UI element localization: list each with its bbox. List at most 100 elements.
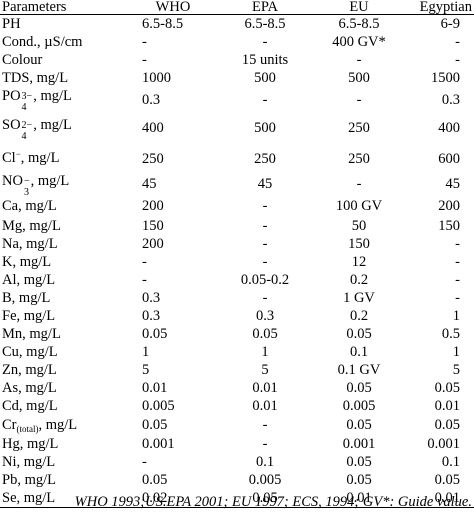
formula-subscript: 4 bbox=[21, 102, 27, 113]
formula-base: Cr bbox=[2, 416, 17, 433]
eu-value: 150 bbox=[348, 236, 370, 252]
egyptian-value: 0.05 bbox=[434, 417, 460, 433]
parameter-label: PH bbox=[2, 15, 21, 32]
table-row: Hg, mg/L 0.001 - 0.001 0.001 bbox=[0, 436, 474, 454]
epa-value: 1 bbox=[261, 344, 269, 360]
parameter-label: Se, mg/L bbox=[2, 489, 56, 506]
parameter-cell: PH bbox=[0, 15, 128, 34]
table-row: B, mg/L 0.3 - 1 GV - bbox=[0, 290, 474, 308]
formula-base: NO bbox=[2, 172, 23, 189]
formula-base: SO bbox=[2, 116, 21, 133]
who-value: - bbox=[142, 52, 147, 68]
parameter-label: Hg, mg/L bbox=[2, 436, 59, 452]
header-who: WHO bbox=[128, 0, 218, 15]
table-row: TDS, mg/L 1000 500 500 1500 bbox=[0, 70, 474, 88]
formula-charge: − bbox=[15, 149, 21, 159]
table-row: Ni, mg/L - 0.1 0.05 0.1 bbox=[0, 454, 474, 472]
who-value: 0.01 bbox=[142, 380, 168, 396]
parameter-label: Na, mg/L bbox=[2, 236, 58, 252]
who-value: 0.3 bbox=[142, 308, 161, 324]
eu-value: 0.05 bbox=[346, 380, 372, 396]
egyptian-value: 600 bbox=[438, 150, 460, 167]
formula-subscript: 4 bbox=[21, 130, 27, 142]
who-value: - bbox=[142, 34, 147, 50]
eu-value: 6.5-8.5 bbox=[338, 15, 380, 32]
parameter-label: Colour bbox=[2, 52, 43, 68]
parameter-cell: Cr (total), mg/L bbox=[0, 416, 128, 436]
table-row: Zn, mg/L 5 5 0.1 GV 5 bbox=[0, 362, 474, 380]
table-row: Se, mg/L 0.02 0.05 0.01 0.01 bbox=[0, 489, 474, 508]
egyptian-value: 6-9 bbox=[440, 15, 460, 32]
formula-base: Cl bbox=[2, 150, 16, 166]
parameter-cell: Al, mg/L bbox=[0, 272, 128, 290]
parameter-label: Cu, mg/L bbox=[2, 344, 58, 360]
eu-value: 100 GV bbox=[335, 198, 383, 214]
formula-unit: , mg/L bbox=[33, 88, 72, 104]
egyptian-value: 0.05 bbox=[434, 472, 460, 488]
who-value: 0.005 bbox=[142, 398, 175, 414]
parameter-label: Ni, mg/L bbox=[2, 454, 56, 470]
table-body: PH 6.5-8.5 6.5-8.5 6.5-8.5 6-9 Cond., µS/cm - -… bbox=[0, 15, 474, 508]
egyptian-value: 1500 bbox=[431, 70, 460, 86]
eu-value: - bbox=[356, 176, 362, 192]
egyptian-value: 45 bbox=[445, 176, 461, 192]
egyptian-value: - bbox=[455, 272, 460, 288]
epa-value: 0.05-0.2 bbox=[240, 272, 290, 288]
eu-value: 0.005 bbox=[342, 398, 376, 414]
epa-value: 500 bbox=[254, 70, 276, 86]
parameter-label: Zn, mg/L bbox=[2, 362, 57, 378]
formula-charge: − bbox=[23, 175, 30, 187]
epa-value: - bbox=[262, 91, 268, 108]
epa-value: 0.3 bbox=[255, 308, 275, 324]
table-row: Cl −, mg/L 250 250 250 600 bbox=[0, 145, 474, 174]
epa-value: 5 bbox=[261, 362, 269, 378]
eu-value: 0.05 bbox=[346, 326, 372, 342]
parameter-cell: Ca, mg/L bbox=[0, 196, 128, 218]
who-value: 0.3 bbox=[142, 91, 161, 108]
egyptian-value: - bbox=[455, 52, 460, 68]
egyptian-value: - bbox=[455, 236, 460, 252]
eu-value: 12 bbox=[351, 254, 367, 270]
egyptian-value: 0.3 bbox=[441, 91, 460, 108]
table-row: Mg, mg/L 150 - 50 150 bbox=[0, 218, 474, 236]
parameter-label: Pb, mg/L bbox=[2, 472, 56, 488]
eu-value: 500 bbox=[348, 70, 370, 86]
parameter-label: Cd, mg/L bbox=[2, 398, 58, 414]
parameter-label: Cond., µS/cm bbox=[2, 34, 83, 50]
parameter-label: B, mg/L bbox=[2, 290, 51, 306]
egyptian-value: - bbox=[455, 254, 460, 270]
table-row: NO −3, mg/L 45 45 - 45 bbox=[0, 172, 474, 197]
parameter-cell: Mg, mg/L bbox=[0, 218, 128, 236]
table-footnote: WHO 1993;US.EPA 2001; EU 1997; ECS, 1994… bbox=[74, 494, 472, 510]
parameter-cell: Hg, mg/L bbox=[0, 436, 128, 454]
eu-value: 0.05 bbox=[346, 417, 372, 433]
table-row: Na, mg/L 200 - 150 - bbox=[0, 236, 474, 254]
epa-value: - bbox=[262, 436, 268, 452]
egyptian-value: 0.01 bbox=[434, 398, 460, 414]
eu-value: 0.001 bbox=[342, 436, 376, 452]
epa-value: 0.1 bbox=[255, 454, 275, 470]
parameter-cell: B, mg/L bbox=[0, 290, 128, 308]
header-epa: EPA bbox=[218, 0, 312, 15]
egyptian-value: 400 bbox=[438, 120, 460, 136]
eu-value: 0.1 bbox=[349, 344, 369, 360]
parameter-label: As, mg/L bbox=[2, 380, 57, 396]
egyptian-value: 0.5 bbox=[441, 326, 460, 342]
parameter-formula: SO 2− 4 , mg/L bbox=[2, 116, 72, 142]
table-row: Mn, mg/L 0.05 0.05 0.05 0.5 bbox=[0, 326, 474, 344]
header-egyptian: Egyptian bbox=[406, 0, 474, 15]
eu-value: 0.05 bbox=[346, 472, 372, 488]
eu-value: 250 bbox=[348, 120, 370, 136]
egyptian-value: 150 bbox=[438, 218, 460, 234]
table-row: Ca, mg/L 200 - 100 GV 200 bbox=[0, 196, 474, 218]
who-value: 1000 bbox=[142, 70, 171, 86]
header-eu: EU bbox=[312, 0, 406, 15]
egyptian-value: - bbox=[455, 290, 460, 306]
table-row: Colour - 15 units - - bbox=[0, 52, 474, 70]
parameter-cell: Mn, mg/L bbox=[0, 326, 128, 344]
who-value: 400 bbox=[142, 120, 164, 136]
who-value: 250 bbox=[142, 150, 164, 167]
parameter-label: Mn, mg/L bbox=[2, 326, 61, 342]
epa-value: 0.01 bbox=[252, 380, 278, 396]
